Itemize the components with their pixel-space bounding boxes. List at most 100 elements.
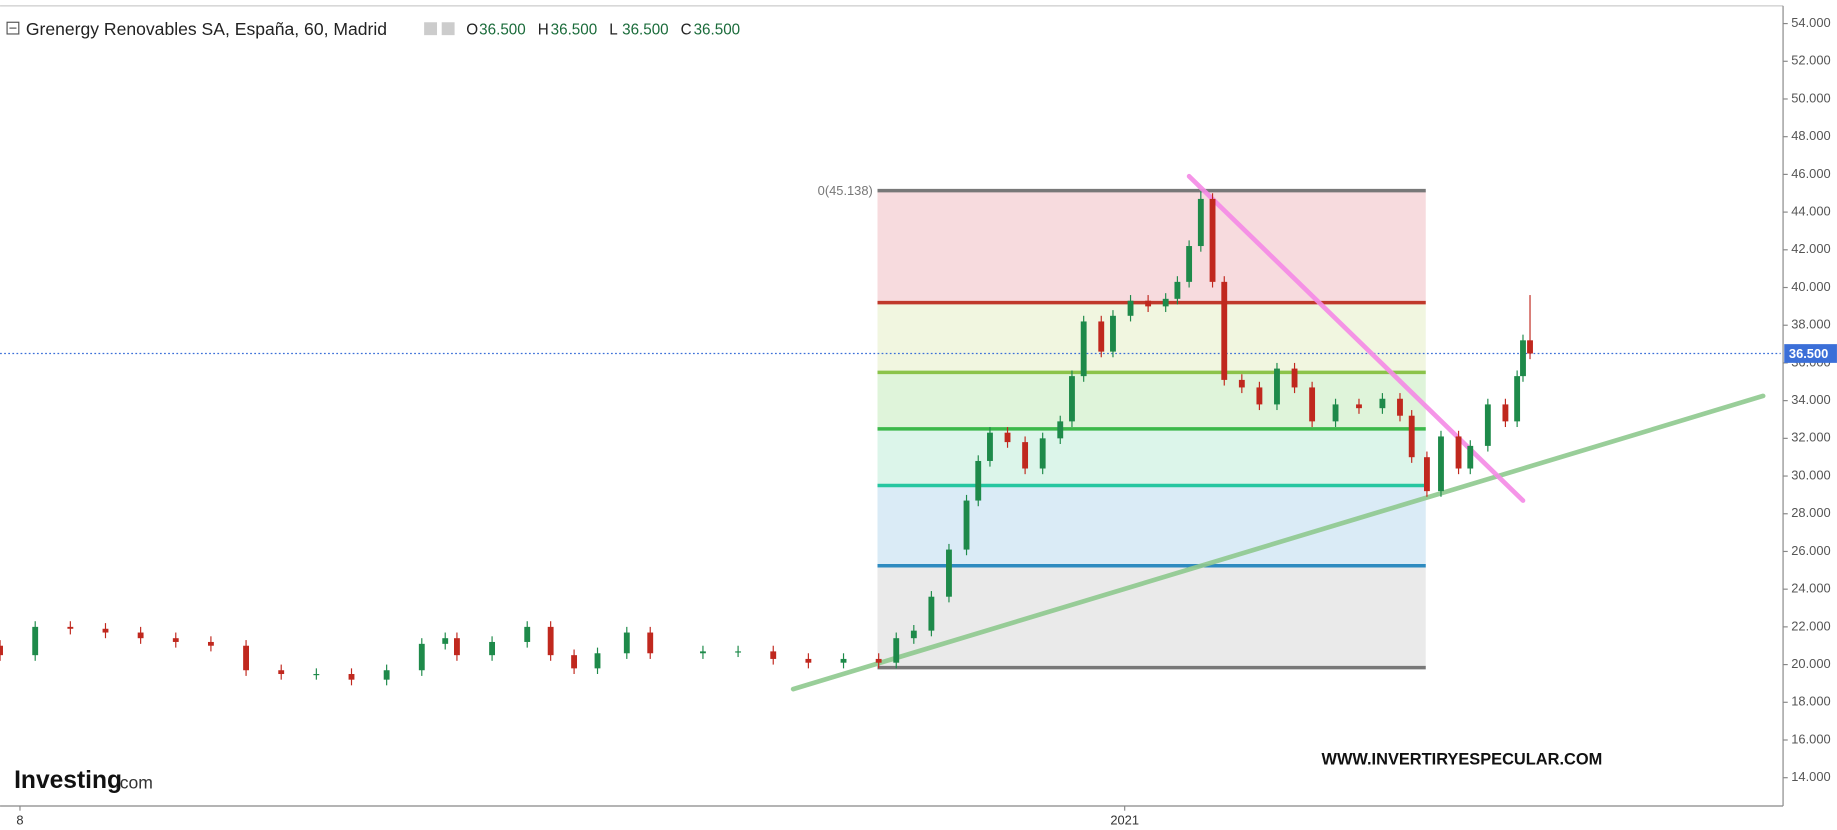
candle-body — [1039, 438, 1046, 469]
candle-body — [1527, 340, 1533, 354]
y-tick-label: 42.000 — [1791, 241, 1830, 256]
candle-body — [243, 645, 249, 671]
ohlc-value: 36.500 — [479, 21, 526, 38]
y-tick-label: 28.000 — [1791, 505, 1830, 520]
candle-body — [102, 628, 109, 633]
ohlc-value: 36.500 — [622, 21, 669, 38]
candle-body — [1423, 457, 1430, 492]
fib-band — [877, 302, 1426, 373]
x-tick-label: 2021 — [1110, 813, 1139, 828]
candle-body — [313, 674, 320, 676]
y-tick-label: 44.000 — [1791, 204, 1830, 219]
candle-body — [623, 632, 630, 654]
y-tick-label: 24.000 — [1791, 581, 1830, 596]
logo-brand: Investing — [14, 767, 122, 794]
candle-body — [524, 626, 531, 642]
last-price-label: 36.500 — [1789, 346, 1828, 361]
candle-body — [1438, 436, 1444, 492]
eye-icon[interactable] — [441, 22, 455, 36]
candle-body — [1022, 442, 1029, 469]
y-tick-label: 26.000 — [1791, 543, 1830, 558]
candle-body — [1004, 432, 1011, 443]
candle-body — [594, 653, 601, 669]
candle-body — [1467, 445, 1474, 469]
candle-body — [1520, 340, 1526, 377]
ohlc-value: 36.500 — [694, 21, 741, 38]
candle-body — [975, 460, 982, 501]
ohlc-name: O — [466, 21, 478, 38]
candle-body — [1110, 315, 1116, 352]
candle-body — [1238, 379, 1245, 388]
fib-band — [877, 372, 1426, 429]
candle-body — [454, 638, 460, 656]
y-tick-label: 16.000 — [1791, 731, 1830, 746]
y-tick-label: 48.000 — [1791, 128, 1830, 143]
y-tick-label: 40.000 — [1791, 279, 1830, 294]
y-tick-label: 38.000 — [1791, 317, 1830, 332]
candle-body — [647, 632, 654, 654]
y-tick-label: 18.000 — [1791, 694, 1830, 709]
candle-body — [1145, 300, 1152, 307]
candle-body — [1502, 404, 1509, 422]
candle-body — [32, 626, 39, 656]
symbol-title: Grenergy Renovables SA, España, 60, Madr… — [26, 19, 387, 39]
fib-band — [877, 428, 1426, 486]
y-tick-label: 46.000 — [1791, 166, 1830, 181]
candle-body — [278, 670, 285, 675]
candle-body — [418, 643, 425, 671]
candle-body — [0, 645, 3, 656]
candle-body — [1291, 368, 1298, 388]
candle-body — [1274, 368, 1280, 405]
candle-body — [1098, 321, 1105, 352]
ohlc-name: C — [681, 21, 692, 38]
ohlc-readout: O 36.500 H 36.500 L 36.500 C 36.500 — [466, 21, 740, 38]
y-tick-label: 52.000 — [1791, 53, 1830, 68]
candle-body — [910, 630, 917, 639]
y-tick-label: 32.000 — [1791, 430, 1830, 445]
candle-body — [67, 626, 74, 629]
y-tick-label: 30.000 — [1791, 467, 1830, 482]
candle-body — [1397, 398, 1403, 416]
ohlc-value: 36.500 — [551, 21, 598, 38]
collapse-icon[interactable] — [6, 21, 20, 35]
x-tick-label: 8 — [16, 813, 23, 828]
candle-body — [348, 674, 355, 680]
candle-body — [1356, 404, 1362, 409]
candle-body — [875, 658, 882, 663]
candle-body — [207, 641, 214, 646]
fib-label: 0(45.138) — [818, 183, 873, 198]
candle-body — [1057, 421, 1064, 439]
candle-body — [1197, 198, 1204, 247]
candle-body — [571, 655, 578, 669]
candle-body — [1186, 246, 1193, 282]
candle-body — [987, 432, 993, 461]
y-tick-label: 34.000 — [1791, 392, 1830, 407]
trendline — [790, 393, 1766, 692]
logo-suffix: .com — [115, 772, 153, 792]
candle-body — [700, 651, 706, 654]
candle-body — [172, 638, 179, 642]
ohlc-name: L — [609, 21, 617, 38]
candle-body — [547, 626, 554, 656]
y-tick-label: 14.000 — [1791, 769, 1830, 784]
candle-body — [1080, 321, 1087, 377]
candle-body — [442, 638, 449, 644]
candle-body — [1309, 387, 1316, 422]
candle-body — [1408, 415, 1415, 458]
candle-body — [1069, 376, 1075, 422]
settings-icon[interactable] — [424, 22, 438, 36]
candle-body — [770, 651, 777, 659]
candle-body — [1221, 281, 1228, 380]
candle-body — [1174, 281, 1181, 299]
candle-body — [1379, 398, 1386, 409]
candle-body — [1455, 436, 1462, 469]
candle-body — [893, 638, 900, 663]
candle-body — [946, 549, 952, 597]
ohlc-name: H — [538, 21, 549, 38]
watermark: WWW.INVERTIRYESPECULAR.COM — [1321, 751, 1602, 769]
candle-body — [805, 658, 812, 663]
candle-body — [1256, 387, 1263, 405]
y-tick-label: 54.000 — [1791, 15, 1830, 30]
candle-body — [963, 500, 970, 550]
